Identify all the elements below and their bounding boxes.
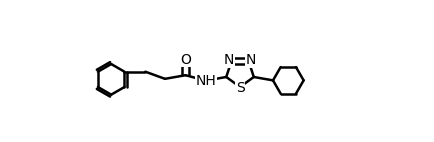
Text: S: S [236, 81, 244, 95]
Text: NH: NH [195, 74, 216, 88]
Text: O: O [180, 53, 191, 67]
Text: N: N [224, 53, 234, 67]
Text: N: N [246, 53, 256, 67]
